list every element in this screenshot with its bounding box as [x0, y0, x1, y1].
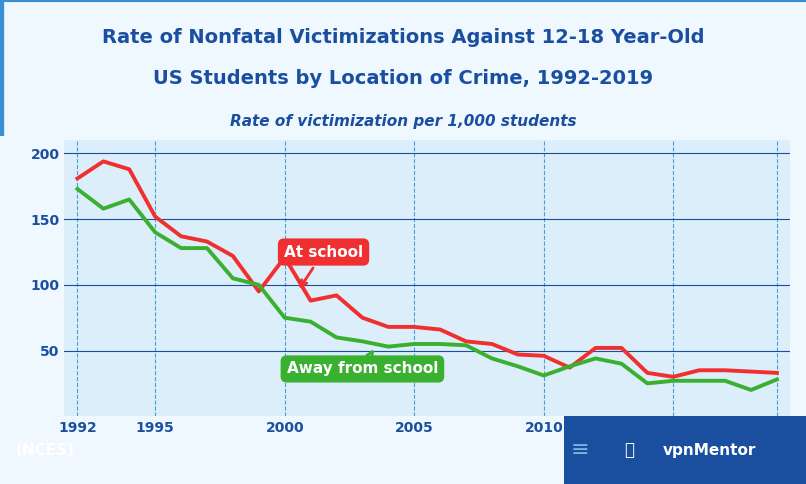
Text: vpnMentor: vpnMentor [663, 443, 756, 457]
Text: US Students by Location of Crime, 1992-2019: US Students by Location of Crime, 1992-2… [153, 69, 653, 88]
Text: At school: At school [284, 244, 364, 287]
Text: 🛡: 🛡 [624, 441, 634, 459]
Text: Rate of Nonfatal Victimizations Against 12-18 Year-Old: Rate of Nonfatal Victimizations Against … [102, 29, 704, 47]
Text: Away from school: Away from school [287, 351, 438, 377]
Text: ≡: ≡ [571, 440, 590, 460]
FancyBboxPatch shape [564, 416, 806, 484]
Text: (NCES): (NCES) [16, 443, 75, 457]
Text: Rate of victimization per 1,000 students: Rate of victimization per 1,000 students [230, 115, 576, 129]
